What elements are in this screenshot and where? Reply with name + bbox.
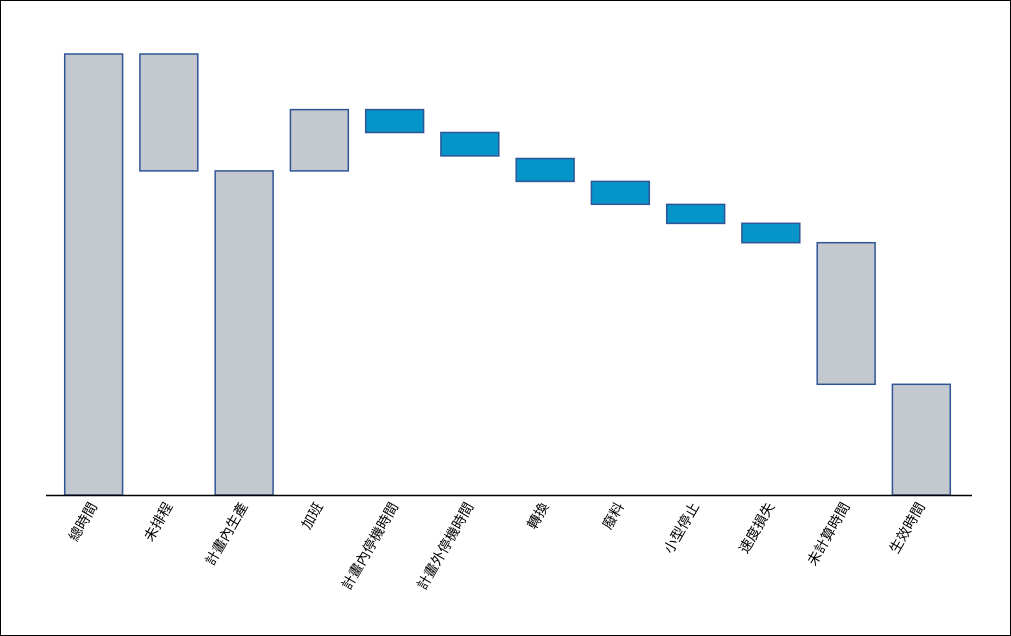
- x-tick-label-2: 未排程: [141, 500, 176, 544]
- x-tick-label-8: 廢料: [599, 500, 628, 533]
- labels-layer: 總時間 未排程 計畫內生產 加班 計畫內停機時間 計畫外停機時間 轉換 廢料 小型停止 速度損失未…: [65, 500, 928, 593]
- x-tick-label-7: 轉換: [525, 500, 553, 532]
- x-tick-label-1: 總時間: [65, 500, 101, 545]
- x-tick-label-3: 計畫內生產: [202, 500, 252, 569]
- x-tick-label-6: 計畫外停機時間: [414, 500, 478, 593]
- x-tick-label-11: 未計算時間: [805, 500, 854, 569]
- x-tick-label-4: 加班: [299, 500, 327, 532]
- x-tick-label-12: 生效時間: [887, 500, 929, 556]
- bar-10: [741, 222, 801, 244]
- x-tick-label-10: 速度損失: [736, 500, 778, 556]
- bar-6: [440, 131, 500, 157]
- bar-4: [289, 108, 350, 172]
- bars-layer: [63, 53, 952, 496]
- bar-2: [139, 53, 199, 172]
- bar-5: [364, 108, 425, 134]
- bar-9: [665, 203, 726, 225]
- x-tick-label-5: 計畫內停機時間: [338, 500, 402, 593]
- bar-11: [816, 241, 876, 386]
- bar-12: [891, 383, 952, 496]
- bar-7: [515, 157, 575, 183]
- bar-1: [63, 53, 124, 496]
- bar-8: [590, 180, 651, 206]
- bar-3: [214, 170, 274, 496]
- x-tick-label-9: 小型停止: [660, 500, 703, 557]
